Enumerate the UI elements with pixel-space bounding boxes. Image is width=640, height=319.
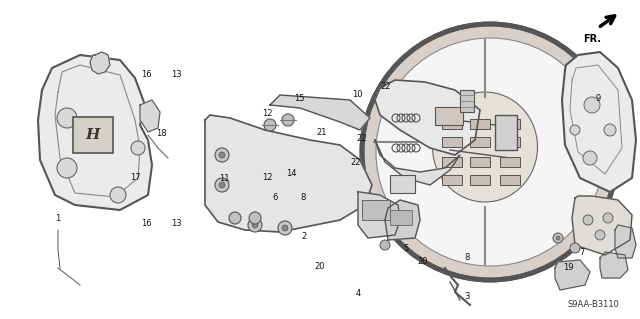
Text: 12: 12 <box>262 109 273 118</box>
Polygon shape <box>600 252 628 278</box>
Circle shape <box>252 222 258 228</box>
Text: 22: 22 <box>381 82 391 91</box>
Bar <box>500 119 520 129</box>
Circle shape <box>604 124 616 136</box>
Circle shape <box>570 125 580 135</box>
Polygon shape <box>140 100 160 132</box>
Bar <box>460 90 474 112</box>
Bar <box>442 137 462 147</box>
Text: 1: 1 <box>55 214 60 223</box>
Polygon shape <box>358 192 400 238</box>
Text: 14: 14 <box>286 169 296 178</box>
Circle shape <box>362 24 618 280</box>
Text: 8: 8 <box>465 253 470 262</box>
Text: 7: 7 <box>580 248 585 256</box>
Circle shape <box>584 97 600 113</box>
Circle shape <box>376 38 604 266</box>
Circle shape <box>264 119 276 131</box>
Bar <box>470 137 490 147</box>
Circle shape <box>110 187 126 203</box>
Bar <box>435 107 463 125</box>
Circle shape <box>57 158 77 178</box>
Circle shape <box>583 151 597 165</box>
Circle shape <box>278 221 292 235</box>
Bar <box>470 175 490 185</box>
Circle shape <box>282 225 288 231</box>
Circle shape <box>248 218 262 232</box>
Circle shape <box>215 148 229 162</box>
Text: 11: 11 <box>219 174 229 183</box>
Text: 22: 22 <box>356 134 367 143</box>
Ellipse shape <box>433 92 538 202</box>
Text: 5: 5 <box>404 244 409 253</box>
Circle shape <box>595 230 605 240</box>
Bar <box>470 157 490 167</box>
Circle shape <box>249 212 261 224</box>
Text: 8: 8 <box>300 193 305 202</box>
Text: H: H <box>86 128 100 142</box>
Polygon shape <box>385 200 420 240</box>
Circle shape <box>215 178 229 192</box>
Circle shape <box>553 233 563 243</box>
Circle shape <box>603 213 613 223</box>
Bar <box>470 119 490 129</box>
Bar <box>500 157 520 167</box>
Text: 4: 4 <box>356 289 361 298</box>
Text: 16: 16 <box>141 70 151 79</box>
Text: 16: 16 <box>141 219 151 228</box>
Bar <box>500 137 520 147</box>
Bar <box>390 175 415 193</box>
Bar <box>442 175 462 185</box>
Text: 12: 12 <box>262 173 273 182</box>
Polygon shape <box>572 196 632 255</box>
Bar <box>362 200 390 220</box>
Text: 20: 20 <box>315 262 325 271</box>
Polygon shape <box>375 80 480 155</box>
Polygon shape <box>375 140 460 185</box>
Polygon shape <box>615 225 636 258</box>
Circle shape <box>57 108 77 128</box>
Polygon shape <box>562 52 636 192</box>
Bar <box>442 119 462 129</box>
Circle shape <box>570 243 580 253</box>
Circle shape <box>282 114 294 126</box>
Text: 15: 15 <box>294 94 305 103</box>
Polygon shape <box>555 260 590 290</box>
Polygon shape <box>38 55 152 210</box>
Polygon shape <box>90 52 110 74</box>
Polygon shape <box>270 95 370 130</box>
Text: FR.: FR. <box>583 34 601 44</box>
Text: 13: 13 <box>171 70 181 79</box>
Bar <box>500 175 520 185</box>
Text: S9AA-B3110: S9AA-B3110 <box>568 300 620 309</box>
Polygon shape <box>205 115 372 232</box>
Text: 6: 6 <box>273 193 278 202</box>
Bar <box>495 115 517 150</box>
Text: 19: 19 <box>563 263 573 272</box>
Text: 3: 3 <box>465 292 470 301</box>
Text: 9: 9 <box>596 94 601 103</box>
Circle shape <box>583 215 593 225</box>
Bar <box>442 157 462 167</box>
Text: 17: 17 <box>131 173 141 182</box>
Circle shape <box>380 240 390 250</box>
Text: 18: 18 <box>156 129 166 138</box>
Circle shape <box>229 212 241 224</box>
Text: 10: 10 <box>352 90 362 99</box>
Text: 20: 20 <box>417 257 428 266</box>
Circle shape <box>556 236 560 240</box>
Text: 22: 22 <box>350 158 360 167</box>
Text: 2: 2 <box>301 232 307 241</box>
Text: 13: 13 <box>171 219 181 228</box>
Bar <box>390 210 412 225</box>
Text: 21: 21 <box>317 128 327 137</box>
Circle shape <box>131 141 145 155</box>
Circle shape <box>219 182 225 188</box>
Bar <box>73 117 113 153</box>
Circle shape <box>219 152 225 158</box>
